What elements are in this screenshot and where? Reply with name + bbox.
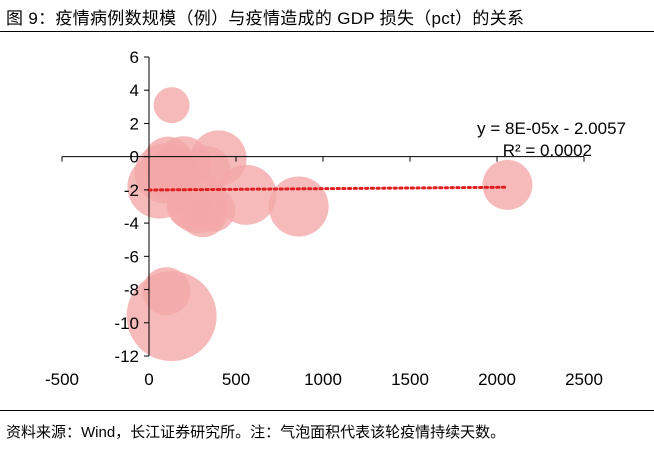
x-tick-label: 2000 [478,370,516,389]
y-tick-label: 2 [130,114,139,133]
x-tick-label: -500 [45,370,79,389]
trendline-equation: y = 8E-05x - 2.0057 [477,119,626,138]
x-tick-label: 500 [222,370,250,389]
y-tick-label: 0 [130,148,139,167]
bottom-rule [0,410,654,411]
x-tick-label: 0 [144,370,153,389]
y-tick-label: 6 [130,48,139,67]
tick-layer: -500 0 500 1000 1500 2000 2500 -12 -10 -8 -6 -4 -2 0 2… [45,48,603,389]
y-tick-label: 4 [130,81,139,100]
bubble-point [142,267,191,316]
bubble-point [153,87,190,124]
y-tick-label: -6 [124,247,139,266]
bubble-point [268,176,329,237]
x-tick-label: 1000 [304,370,342,389]
x-tick-label: 2500 [565,370,603,389]
x-tick-label: 1500 [391,370,429,389]
bubble-point [482,159,533,210]
source-note: 资料来源：Wind，长江证券研究所。注：气泡面积代表该轮疫情持续天数。 [6,424,506,441]
y-tick-label: -8 [124,281,139,300]
bubble-chart: -500 0 500 1000 1500 2000 2500 -12 -10 -8 -6 -4 -2 0 2… [45,48,626,389]
r-squared-label: R² = 0.0002 [503,141,592,160]
bubble-point [216,164,277,225]
y-tick-label: -4 [124,214,139,233]
chart-title: 图 9：疫情病例数规模（例）与疫情造成的 GDP 损失（pct）的关系 [6,9,525,28]
bubble-layer [126,87,533,362]
bubble-point [171,155,190,174]
y-tick-label: -10 [114,314,139,333]
y-tick-label: -2 [124,181,139,200]
top-rule [0,31,654,32]
trendline [147,185,509,192]
y-tick-label: -12 [114,347,139,366]
